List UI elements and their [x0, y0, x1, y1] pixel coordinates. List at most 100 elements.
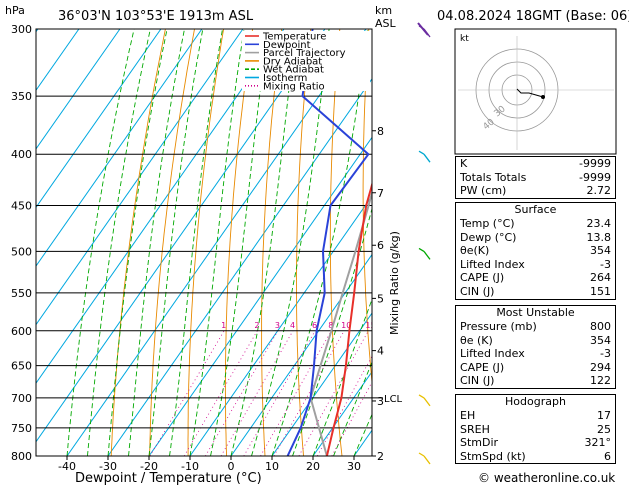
hodograph-frame: [454, 28, 617, 155]
mixing-ratio-label: 2: [254, 321, 259, 330]
wet-adiabat-line: [169, 29, 223, 456]
mixing-ratio-label: 6: [312, 321, 317, 330]
mixing-ratio-line: [316, 355, 372, 456]
dry-adiabat-line: [426, 29, 458, 456]
mixing-ratio-label: 10: [341, 321, 351, 330]
date-title: 04.08.2024 18GMT (Base: 06): [437, 9, 629, 24]
surface-row: CAPE (J) 264: [460, 271, 611, 285]
most-unstable-row: Pressure (mb) 800: [460, 320, 611, 333]
stats-row-k: K -9999: [460, 157, 611, 170]
wind-barb-top: [417, 22, 429, 36]
wind-barb: [423, 455, 431, 465]
surface-row: Dewp (°C) 13.8: [460, 230, 611, 244]
dewpoint-line: [286, 29, 370, 456]
dry-adiabat-line: [261, 29, 283, 456]
hodograph-row: SREH 25: [460, 422, 611, 436]
legend-label: Parcel Trajectory: [263, 48, 346, 59]
temp-tick-label: 30: [347, 460, 361, 473]
pressure-tick-label: 650: [11, 360, 32, 373]
mixing-ratio-axis-label: Mixing Ratio (g/kg): [388, 231, 401, 335]
surface-title: Surface: [514, 203, 557, 216]
legend-label: Mixing Ratio: [263, 81, 325, 92]
mixing-ratio-line: [243, 330, 316, 456]
temp-tick-label: -20: [140, 460, 158, 473]
most-unstable-row: θe (K) 354: [460, 333, 611, 347]
surface-row: Temp (°C) 23.4: [460, 217, 611, 230]
legend-box: [242, 31, 370, 91]
isotherm-line: [230, 253, 372, 456]
km-tick-label: 8: [377, 125, 384, 138]
pressure-tick-label: 800: [11, 450, 32, 463]
mixing-ratio-label: 4: [290, 321, 295, 330]
temperature-line: [325, 181, 372, 456]
profiles: [286, 29, 372, 456]
pressure-tick-label: 600: [11, 325, 32, 338]
pressure-tick-label: 400: [11, 148, 32, 161]
hodograph-end-dot: [541, 95, 545, 99]
pressure-tick-label: 500: [11, 245, 32, 258]
most-unstable-table: Most Unstable Pressure (mb) 800 θe (K) 354…: [455, 305, 616, 389]
mixing-ratio-label: 8: [328, 321, 333, 330]
temp-tick-label: 0: [228, 460, 235, 473]
mixing-ratio-line: [183, 330, 258, 456]
wind-barb: [423, 397, 431, 407]
isotherm-line: [66, 29, 367, 456]
hodograph-table: Hodograph EH 17 SREH 25 StmDir 321° StmSpd …: [455, 394, 616, 465]
pressure-tick-label: 700: [11, 392, 32, 405]
pressure-tick-label: 750: [11, 422, 32, 435]
temp-tick-label: -40: [58, 460, 76, 473]
lcl-label: LCL: [384, 394, 403, 405]
legend-label: Isotherm: [263, 73, 307, 84]
wet-adiabat-line: [107, 29, 168, 456]
most-unstable-row: Lifted Index -3: [460, 347, 611, 361]
isotherm-line: [36, 29, 162, 209]
hodograph-row: StmSpd (kt) 6: [460, 449, 611, 463]
surface-row: Lifted Index -3: [460, 257, 611, 271]
km-tick-label: 3: [377, 395, 384, 408]
pressure-unit-label: hPa: [5, 4, 25, 17]
hodograph: kt 40 30: [454, 28, 617, 155]
mixing-ratio-label: 1: [221, 321, 226, 330]
mixing-ratio-line: [298, 330, 369, 456]
isotherm-line: [36, 29, 121, 150]
km-tick-label: 7: [377, 187, 384, 200]
wet-adiabat-line: [210, 29, 269, 456]
mixing-ratio-line: [273, 330, 345, 456]
mixing-ratio-line: [149, 330, 225, 456]
isotherm-line: [271, 312, 372, 456]
wet-adiabat-line: [271, 29, 368, 456]
wind-barb: [423, 153, 431, 163]
km-tick-label: 4: [377, 345, 384, 358]
x-axis-label: Dewpoint / Temperature (°C): [75, 471, 262, 486]
stats-row-totals: Totals Totals -9999: [460, 170, 611, 184]
mixing-ratio-label: 15: [365, 321, 375, 330]
surface-row: θe(K) 354: [460, 244, 611, 258]
wind-barb-flag: [418, 452, 425, 457]
hodograph-row: EH 17: [460, 409, 611, 422]
wet-adiabat-line: [230, 29, 297, 456]
parcel-trajectory-line: [309, 189, 372, 456]
legend-label: Wet Adiabat: [263, 65, 324, 76]
isotherm-line: [189, 195, 372, 456]
mixing-ratio-line: [205, 330, 279, 456]
mixing-ratio-label: 3: [275, 321, 280, 330]
isotherm-line: [148, 136, 372, 456]
isotherm-line: [36, 29, 326, 443]
isotherm-line: [107, 77, 372, 456]
km-tick-label: 5: [377, 292, 384, 305]
wind-barb: [423, 251, 431, 260]
most-unstable-row: CAPE (J) 294: [460, 360, 611, 374]
pressure-tick-label: 450: [11, 200, 32, 213]
hodograph-unit: kt: [460, 34, 469, 44]
km-tick-label: 2: [377, 450, 384, 463]
km-unit-label: km: [375, 4, 392, 17]
stats-row-pw: PW (cm) 2.72: [460, 184, 611, 198]
pressure-tick-label: 550: [11, 287, 32, 300]
temp-tick-label: -10: [181, 460, 199, 473]
most-unstable-title: Most Unstable: [496, 306, 575, 319]
copyright: © weatheronline.co.uk: [478, 471, 615, 485]
wind-barb-flag: [418, 150, 425, 155]
wet-adiabat-line: [87, 29, 151, 456]
